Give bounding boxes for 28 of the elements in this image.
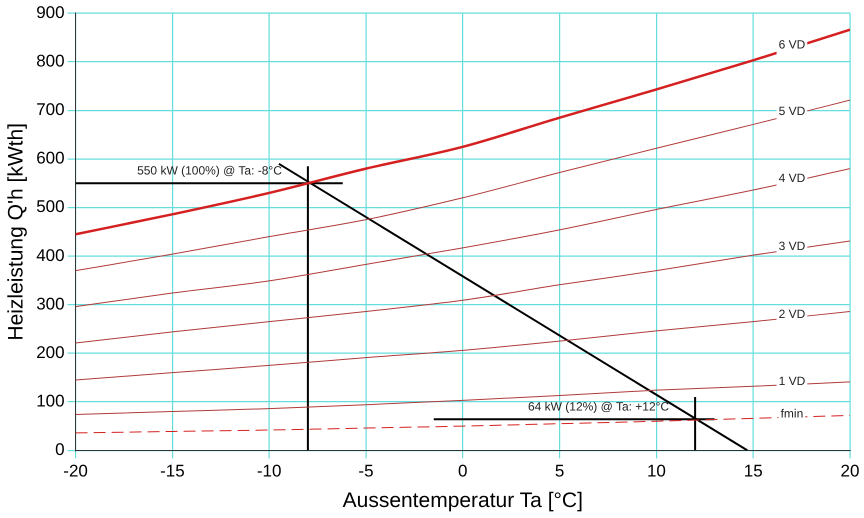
series-label: 1 VD	[778, 374, 806, 388]
series-label: 5 VD	[778, 104, 806, 118]
series-label: 2 VD	[778, 306, 806, 321]
y-tick-label: 900	[36, 2, 65, 22]
series-label: 4 VD	[778, 170, 806, 185]
x-tick-label: 20	[840, 461, 860, 480]
y-tick-label: 800	[36, 51, 65, 70]
y-tick-label: 500	[36, 197, 65, 216]
series-label: fmin	[780, 406, 804, 420]
y-tick-label: 400	[36, 246, 65, 265]
x-tick-label: -10	[256, 461, 282, 480]
x-tick-label: 5	[554, 461, 564, 480]
series-label: 3 VD	[778, 238, 806, 253]
y-tick-label: 600	[36, 148, 65, 168]
x-tick-label: -5	[358, 461, 374, 480]
y-tick-label: 700	[36, 100, 65, 120]
y-tick-label: 0	[55, 440, 65, 460]
y-tick-label: 100	[36, 392, 65, 411]
y-tick-label: 300	[36, 294, 65, 314]
x-axis-title: Aussentemperatur Ta [°C]	[342, 489, 583, 512]
series-label: 6 VD	[778, 37, 806, 52]
x-tick-label: -20	[63, 461, 88, 480]
x-tick-label: 10	[646, 461, 666, 480]
y-tick-label: 200	[36, 342, 65, 362]
x-tick-label: -15	[160, 461, 185, 480]
x-tick-label: 15	[744, 461, 763, 480]
y-axis-title: Heizleistung Q'h [kWth]	[4, 123, 28, 341]
x-tick-label: 0	[458, 461, 468, 480]
